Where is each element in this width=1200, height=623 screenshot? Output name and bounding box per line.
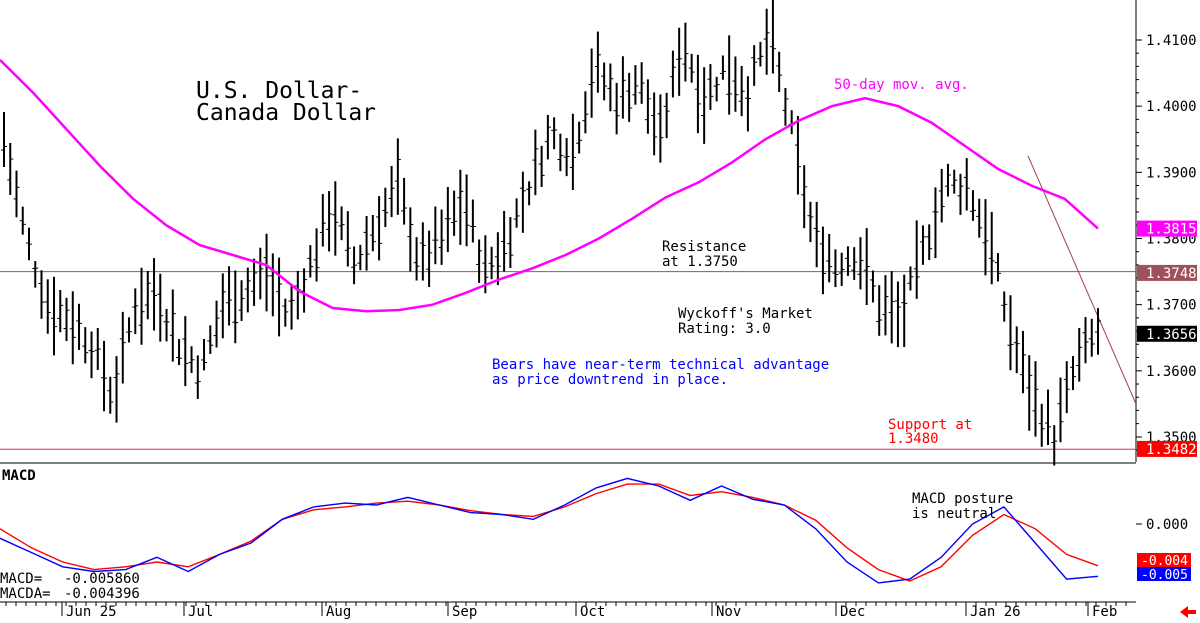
date-tick-label: Oct	[580, 604, 605, 620]
macd-callout-text: -0.005	[1141, 568, 1188, 583]
date-tick-label: Aug	[326, 604, 351, 620]
resistance-label-1: Resistance	[662, 239, 746, 255]
macd-value: -0.005860	[64, 571, 140, 587]
macd-line	[0, 477, 1099, 584]
price-plot-area	[0, 0, 1136, 462]
price-panel: 1.41001.40001.39001.38001.37001.36001.35…	[0, 0, 1197, 466]
downtrend-line	[1027, 155, 1137, 405]
macda-callout-text: -0.004	[1141, 554, 1188, 569]
price-callout-box	[1137, 325, 1197, 342]
wyckoff-label-1: Wyckoff's Market	[678, 306, 813, 322]
date-axis: Jun 25 Jul Aug Sep Oct Nov Dec Jan 26 Feb	[0, 601, 1136, 620]
resistance-label-2: at 1.3750	[662, 254, 738, 270]
macda-value-label: MACDA=	[0, 586, 51, 602]
macda-callout-box	[1137, 553, 1191, 567]
macd-value-label: MACD=	[0, 571, 42, 587]
price-axis-ticks: 1.41001.40001.39001.38001.37001.36001.35…	[1136, 33, 1197, 451]
moving-average-label: 50-day mov. avg.	[834, 77, 969, 93]
date-tick-label: Jul	[188, 604, 213, 620]
chart-title-line-2: Canada Dollar	[196, 100, 376, 126]
macd-note-line-2: is neutral	[912, 506, 996, 522]
macda-value: -0.004396	[64, 586, 140, 602]
price-tick-label: 1.3900	[1146, 165, 1197, 181]
price-tick-label: 1.3700	[1146, 298, 1197, 314]
support-label-1: Support at	[888, 417, 972, 433]
price-callout-box	[1137, 220, 1197, 237]
price-tick-label: 1.4000	[1146, 99, 1197, 115]
chart-title-line-1: U.S. Dollar-	[196, 78, 362, 104]
date-tick-label: Jun 25	[66, 604, 117, 620]
commentary-line-1: Bears have near-term technical advantage	[492, 357, 829, 373]
wyckoff-label-2: Rating: 3.0	[678, 321, 771, 337]
macd-note-line-1: MACD posture	[912, 491, 1013, 507]
moving-average-line	[0, 59, 1099, 313]
commentary-line-2: as price downtrend in place.	[492, 372, 728, 388]
macd-zero-label: 0.000	[1146, 517, 1188, 533]
price-callout-box	[1137, 440, 1197, 457]
macd-panel-title: MACD	[2, 468, 36, 484]
date-tick-label: Feb	[1092, 604, 1117, 620]
price-bars	[1, 0, 1101, 466]
price-callout-box	[1137, 264, 1197, 281]
macd-callout-box	[1137, 567, 1191, 581]
price-callouts: 1.3815 1.3748 1.3656 1.3482	[1137, 220, 1197, 458]
price-tick-label: 1.3600	[1146, 364, 1197, 380]
price-callout-label: 1.3482	[1146, 442, 1197, 458]
support-label-2: 1.3480	[888, 431, 939, 447]
price-tick-label: 1.4100	[1146, 33, 1197, 49]
scroll-left-icon[interactable]	[1180, 606, 1196, 618]
date-axis-ticks: Jun 25 Jul Aug Sep Oct Nov Dec Jan 26 Feb	[5, 602, 1127, 620]
date-tick-label: Sep	[452, 604, 477, 620]
macd-panel: MACD 0.000 -0.004 -0.005 MACD posture is…	[0, 468, 1191, 602]
date-tick-label: Jan 26	[970, 604, 1021, 620]
date-tick-label: Nov	[716, 604, 741, 620]
price-callout-label: 1.3815	[1146, 222, 1197, 238]
date-tick-label: Dec	[840, 604, 865, 620]
price-callout-label: 1.3656	[1146, 327, 1197, 343]
price-callout-label: 1.3748	[1146, 266, 1197, 282]
